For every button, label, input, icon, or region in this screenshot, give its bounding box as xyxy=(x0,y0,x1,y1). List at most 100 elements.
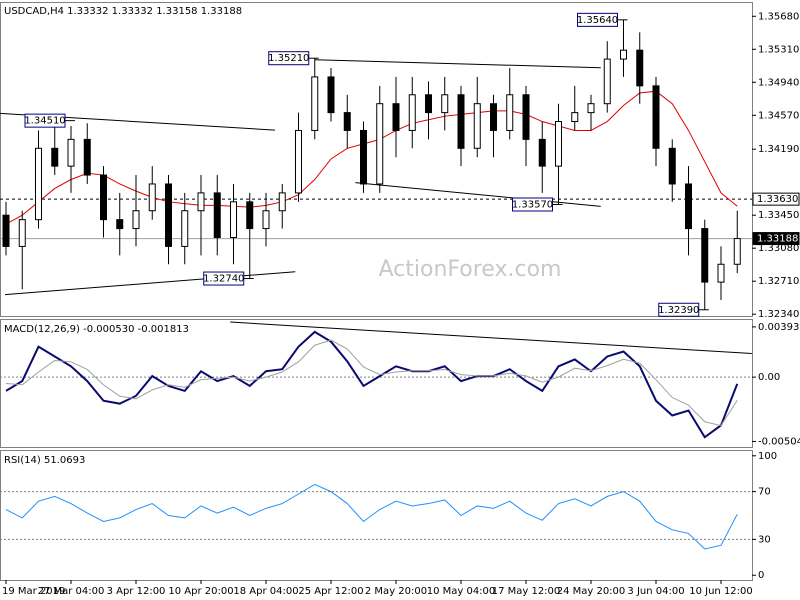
y-tick-label: 1.33450 xyxy=(758,210,799,221)
candle-body xyxy=(652,85,660,149)
series-line xyxy=(5,330,739,439)
candle-body xyxy=(148,183,156,212)
candle-body xyxy=(197,192,205,212)
y-tick-label: 1.34190 xyxy=(758,144,799,155)
y-tick-label: 0.003939 xyxy=(758,322,800,333)
y-tick-label: 0.00 xyxy=(758,372,780,383)
x-tick-label: 18 Apr 04:00 xyxy=(233,586,298,597)
trendline xyxy=(314,59,601,69)
candle-body xyxy=(506,94,514,131)
candle-body xyxy=(457,94,465,149)
candle-body xyxy=(392,103,400,131)
candle-body xyxy=(571,112,579,123)
candle-body xyxy=(2,214,10,247)
candle-body xyxy=(733,238,741,265)
x-tick-label: 27 Mar 04:00 xyxy=(38,586,105,597)
candle-body xyxy=(473,103,481,149)
trendline xyxy=(230,321,752,355)
candle-body xyxy=(18,219,26,247)
candle-body xyxy=(67,138,75,167)
panel-title: USDCAD,H4 1.33332 1.33332 1.33158 1.3318… xyxy=(4,6,242,17)
x-tick-label: 24 May 20:00 xyxy=(557,586,626,597)
x-tick-label: 17 May 12:00 xyxy=(492,586,561,597)
y-tick-label: 1.32710 xyxy=(758,276,799,287)
candle-body xyxy=(620,49,627,60)
annotation-box xyxy=(24,113,66,128)
y-tick-label: 30 xyxy=(758,534,771,545)
y-tick-label: 1.35680 xyxy=(758,11,799,22)
price-level-box xyxy=(752,192,800,206)
price-level-label: 1.33630 xyxy=(757,194,798,205)
x-tick-label: 10 Apr 20:00 xyxy=(168,586,233,597)
candle-body xyxy=(311,76,319,131)
candle-body xyxy=(490,103,497,131)
watermark: ActionForex.com xyxy=(379,257,562,282)
x-tick-label: 10 Jun 12:00 xyxy=(689,586,753,597)
candle-body xyxy=(555,121,562,167)
candle-body xyxy=(213,192,221,238)
candle-body xyxy=(668,147,676,185)
y-tick-label: 1.32340 xyxy=(758,309,799,320)
candle-body xyxy=(701,228,709,283)
candle-body xyxy=(441,94,449,114)
y-tick-label: 1.34570 xyxy=(758,110,799,121)
series-line xyxy=(5,339,738,427)
candle-body xyxy=(181,210,189,247)
candle-body xyxy=(83,138,91,176)
candle-body xyxy=(408,94,416,131)
annotation-box xyxy=(203,271,245,286)
candle-body xyxy=(116,219,124,230)
x-tick-label: 3 Jun 04:00 xyxy=(627,586,684,597)
candle-body xyxy=(376,103,384,185)
annotation-label: 1.33570 xyxy=(512,199,553,210)
annotation-box xyxy=(512,197,553,212)
panel-title: MACD(12,26,9) -0.000530 -0.001813 xyxy=(4,324,189,335)
y-tick-label: 1.35310 xyxy=(758,44,799,55)
candle-body xyxy=(343,112,351,131)
price-level-box xyxy=(752,232,800,246)
moving-average xyxy=(5,90,738,225)
price-level-label: 1.33188 xyxy=(757,234,798,245)
candle-body xyxy=(538,138,546,167)
y-tick-label: 1.34940 xyxy=(758,77,799,88)
x-tick-label: 19 Mar 2019 xyxy=(2,586,65,597)
candle-body xyxy=(636,49,644,87)
main-panel xyxy=(0,2,753,317)
macd-panel xyxy=(0,319,753,448)
candle-body xyxy=(295,129,302,194)
candle-body xyxy=(522,94,530,140)
annotation-label: 1.35210 xyxy=(268,53,309,64)
candle-body xyxy=(278,192,286,212)
series-line xyxy=(5,483,738,550)
x-tick-label: 25 Apr 12:00 xyxy=(298,586,363,597)
candle-body xyxy=(35,147,42,221)
candle-body xyxy=(132,210,140,230)
x-tick-label: 2 May 20:00 xyxy=(365,586,427,597)
y-tick-label: 0 xyxy=(758,570,764,581)
candle-body xyxy=(327,76,335,114)
panel-title: RSI(14) 51.0693 xyxy=(4,455,85,466)
x-tick-label: 3 Apr 12:00 xyxy=(107,586,166,597)
candle-body xyxy=(246,201,254,230)
y-tick-label: 1.33080 xyxy=(758,243,799,254)
candle-body xyxy=(717,263,725,283)
y-tick-label: -0.005044 xyxy=(758,436,800,447)
candle-body xyxy=(262,210,270,230)
annotation-box xyxy=(658,302,700,317)
candle-body xyxy=(360,129,367,185)
x-tick-label: 10 May 04:00 xyxy=(427,586,496,597)
annotation-label: 1.34510 xyxy=(24,116,65,127)
candle-body xyxy=(425,94,432,114)
annotation-label: 1.35640 xyxy=(577,15,618,26)
candle-body xyxy=(587,103,595,114)
candle-body xyxy=(51,147,59,167)
y-tick-label: 100 xyxy=(758,451,777,462)
annotation-label: 1.32740 xyxy=(203,274,244,285)
candle-body xyxy=(685,183,692,230)
trendline xyxy=(4,271,296,296)
y-tick-label: 70 xyxy=(758,487,771,498)
trendline xyxy=(355,182,601,207)
candle-body xyxy=(165,183,172,247)
annotation-label: 1.32390 xyxy=(658,305,699,316)
